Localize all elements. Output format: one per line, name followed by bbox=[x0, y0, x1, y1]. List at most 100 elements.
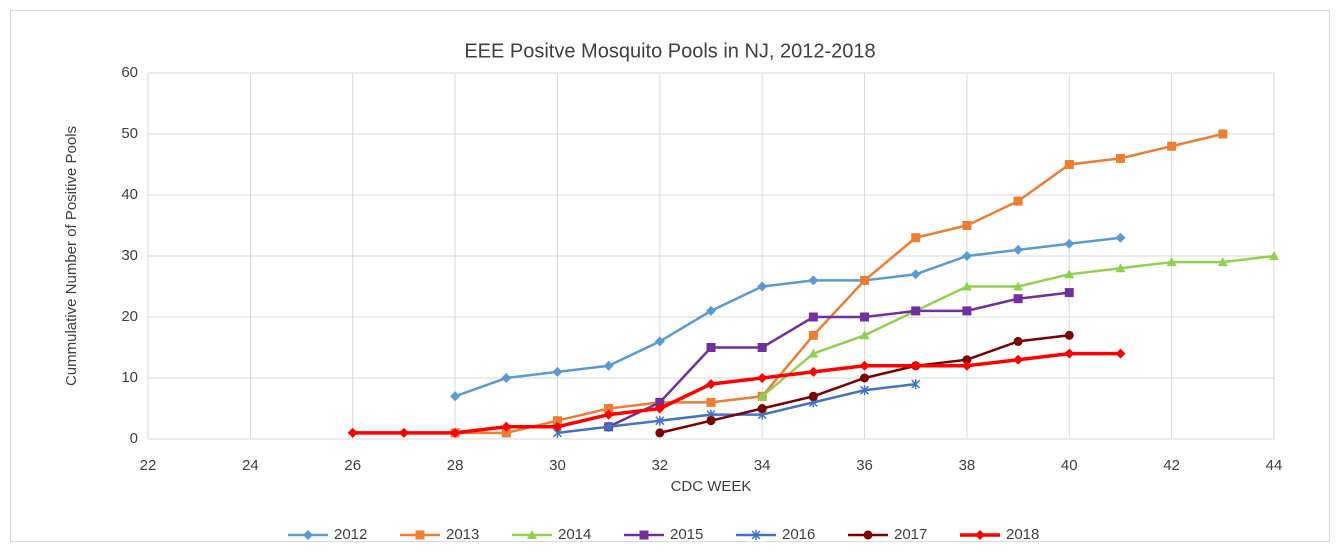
marker bbox=[1013, 336, 1023, 346]
marker bbox=[757, 391, 768, 401]
y-tick-label: 40 bbox=[121, 186, 138, 203]
marker bbox=[1115, 232, 1126, 243]
marker bbox=[1115, 153, 1125, 163]
x-tick-label: 30 bbox=[549, 457, 566, 474]
marker bbox=[1013, 244, 1024, 255]
marker bbox=[961, 360, 972, 371]
x-tick-label: 44 bbox=[1266, 457, 1283, 474]
marker bbox=[1167, 141, 1177, 151]
x-tick-label: 24 bbox=[242, 457, 259, 474]
marker bbox=[398, 427, 409, 438]
legend-item: 2016 bbox=[736, 526, 815, 543]
marker bbox=[527, 530, 537, 539]
marker bbox=[808, 275, 819, 286]
marker bbox=[1064, 269, 1075, 279]
marker bbox=[962, 355, 972, 365]
x-tick-label: 34 bbox=[754, 457, 771, 474]
series-line bbox=[454, 236, 1121, 398]
marker bbox=[808, 312, 818, 322]
marker bbox=[975, 530, 985, 540]
marker bbox=[1217, 257, 1228, 267]
marker bbox=[501, 421, 512, 432]
chart-title: EEE Positve Mosquito Pools in NJ, 2012-2… bbox=[464, 40, 875, 62]
marker bbox=[911, 379, 921, 390]
marker bbox=[1269, 251, 1279, 260]
marker bbox=[706, 343, 716, 352]
marker bbox=[757, 373, 768, 383]
y-tick-label: 0 bbox=[130, 430, 138, 447]
legend-label: 2015 bbox=[670, 526, 703, 543]
marker bbox=[303, 530, 313, 540]
marker bbox=[757, 404, 767, 413]
marker bbox=[860, 385, 870, 396]
marker bbox=[1115, 263, 1126, 273]
marker bbox=[1064, 288, 1074, 298]
marker bbox=[552, 366, 563, 377]
x-tick-label: 26 bbox=[344, 457, 361, 474]
marker bbox=[860, 373, 870, 383]
y-tick-label: 50 bbox=[121, 125, 138, 142]
marker bbox=[911, 233, 921, 243]
marker bbox=[961, 251, 972, 261]
marker bbox=[1064, 330, 1074, 340]
x-tick-label: 38 bbox=[959, 457, 976, 474]
x-tick-label: 32 bbox=[651, 457, 668, 474]
marker bbox=[450, 427, 461, 438]
marker bbox=[501, 373, 512, 383]
legend-label: 2017 bbox=[894, 526, 927, 543]
marker bbox=[654, 336, 665, 347]
series-line bbox=[352, 351, 1121, 435]
marker bbox=[1115, 348, 1126, 359]
marker bbox=[1013, 196, 1023, 206]
marker bbox=[808, 391, 818, 401]
marker bbox=[655, 415, 665, 426]
marker bbox=[859, 330, 870, 340]
legend-label: 2016 bbox=[782, 526, 815, 543]
marker bbox=[860, 275, 870, 285]
marker bbox=[552, 416, 562, 426]
marker bbox=[501, 428, 511, 438]
y-tick-label: 20 bbox=[121, 308, 138, 325]
marker bbox=[706, 397, 716, 407]
marker bbox=[910, 360, 921, 371]
marker bbox=[1064, 160, 1074, 169]
marker bbox=[347, 427, 358, 438]
marker bbox=[639, 530, 649, 540]
marker bbox=[962, 306, 972, 316]
marker bbox=[655, 428, 665, 438]
marker bbox=[552, 421, 563, 432]
marker bbox=[1064, 238, 1075, 249]
x-tick-label: 36 bbox=[856, 457, 873, 474]
legend-item: 2012 bbox=[288, 526, 367, 543]
legend-label: 2012 bbox=[334, 526, 367, 543]
marker bbox=[751, 530, 761, 540]
marker bbox=[910, 269, 921, 280]
y-tick-label: 60 bbox=[121, 64, 138, 81]
legend-label: 2018 bbox=[1006, 526, 1039, 543]
marker bbox=[1013, 294, 1023, 304]
marker bbox=[1218, 129, 1228, 139]
marker bbox=[961, 281, 972, 291]
marker bbox=[962, 221, 972, 230]
x-tick-label: 42 bbox=[1163, 457, 1180, 474]
marker bbox=[808, 348, 819, 358]
marker bbox=[603, 409, 614, 420]
series-line bbox=[608, 291, 1070, 428]
marker bbox=[757, 281, 768, 292]
x-tick-label: 22 bbox=[140, 457, 157, 474]
marker bbox=[1064, 348, 1075, 359]
x-axis-label: CDC WEEK bbox=[671, 478, 752, 495]
marker bbox=[450, 391, 461, 402]
legend-label: 2013 bbox=[446, 526, 479, 543]
marker bbox=[911, 306, 921, 316]
marker bbox=[604, 404, 614, 413]
marker bbox=[603, 360, 614, 371]
legend-label: 2014 bbox=[558, 526, 591, 543]
marker bbox=[859, 360, 870, 371]
marker bbox=[1013, 281, 1024, 291]
legend-item: 2014 bbox=[512, 526, 591, 543]
marker bbox=[1013, 354, 1024, 365]
marker bbox=[655, 397, 665, 407]
legend-item: 2015 bbox=[624, 526, 703, 543]
